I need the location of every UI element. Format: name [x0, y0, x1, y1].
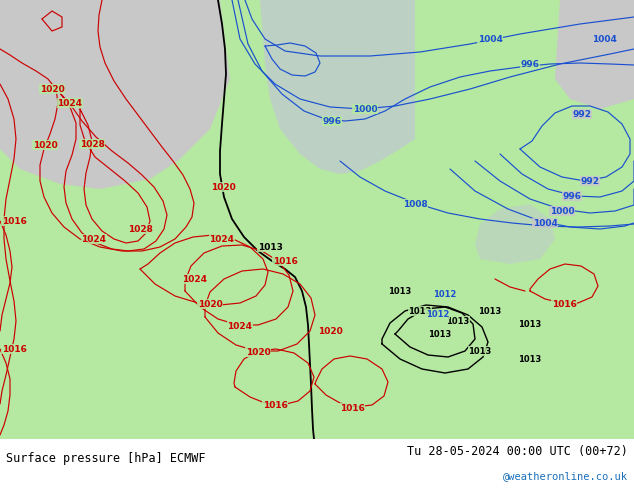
Text: 1012: 1012	[433, 290, 456, 298]
Text: 996: 996	[521, 59, 540, 69]
Text: 1013: 1013	[469, 346, 491, 356]
Text: 1000: 1000	[550, 206, 574, 216]
Text: 1013: 1013	[408, 307, 432, 316]
Text: 1016: 1016	[273, 256, 297, 266]
Text: 1013: 1013	[429, 329, 451, 339]
Text: 1016: 1016	[1, 217, 27, 225]
Text: 1024: 1024	[183, 274, 207, 284]
Text: 1020: 1020	[198, 299, 223, 309]
Text: Surface pressure [hPa] ECMWF: Surface pressure [hPa] ECMWF	[6, 452, 205, 465]
Text: 1020: 1020	[210, 182, 235, 192]
Text: 1004: 1004	[477, 34, 502, 44]
Text: Tu 28-05-2024 00:00 UTC (00+72): Tu 28-05-2024 00:00 UTC (00+72)	[407, 445, 628, 458]
Text: 1020: 1020	[39, 84, 65, 94]
Polygon shape	[555, 0, 634, 109]
Text: 1013: 1013	[519, 354, 541, 364]
Text: 992: 992	[581, 176, 600, 186]
Text: @weatheronline.co.uk: @weatheronline.co.uk	[503, 471, 628, 481]
Text: 1024: 1024	[58, 98, 82, 107]
Text: 1020: 1020	[245, 347, 270, 357]
Text: 1012: 1012	[426, 310, 450, 318]
Text: 1016: 1016	[262, 400, 287, 410]
Text: 1008: 1008	[403, 199, 427, 209]
Text: 1013: 1013	[389, 287, 411, 295]
Text: 1000: 1000	[353, 104, 377, 114]
Text: 1024: 1024	[209, 235, 235, 244]
Text: 1020: 1020	[318, 326, 342, 336]
Text: 1028: 1028	[127, 224, 152, 234]
Text: 1016: 1016	[340, 403, 365, 413]
Text: 1013: 1013	[257, 243, 282, 251]
Text: 1013: 1013	[446, 317, 470, 325]
Text: 1016: 1016	[1, 344, 27, 353]
Text: 996: 996	[323, 117, 342, 125]
Polygon shape	[0, 0, 230, 189]
Text: 992: 992	[573, 109, 592, 119]
Text: 1004: 1004	[592, 34, 616, 44]
Text: 1024: 1024	[82, 235, 107, 244]
Text: 1016: 1016	[552, 299, 576, 309]
Polygon shape	[215, 0, 415, 174]
Text: 1004: 1004	[533, 219, 557, 227]
Text: 1013: 1013	[479, 307, 501, 316]
Polygon shape	[475, 204, 555, 264]
Text: 1024: 1024	[228, 321, 252, 330]
Text: 1028: 1028	[79, 140, 105, 148]
Text: 1013: 1013	[519, 319, 541, 328]
Text: 996: 996	[562, 192, 581, 200]
Text: 1020: 1020	[32, 141, 57, 149]
